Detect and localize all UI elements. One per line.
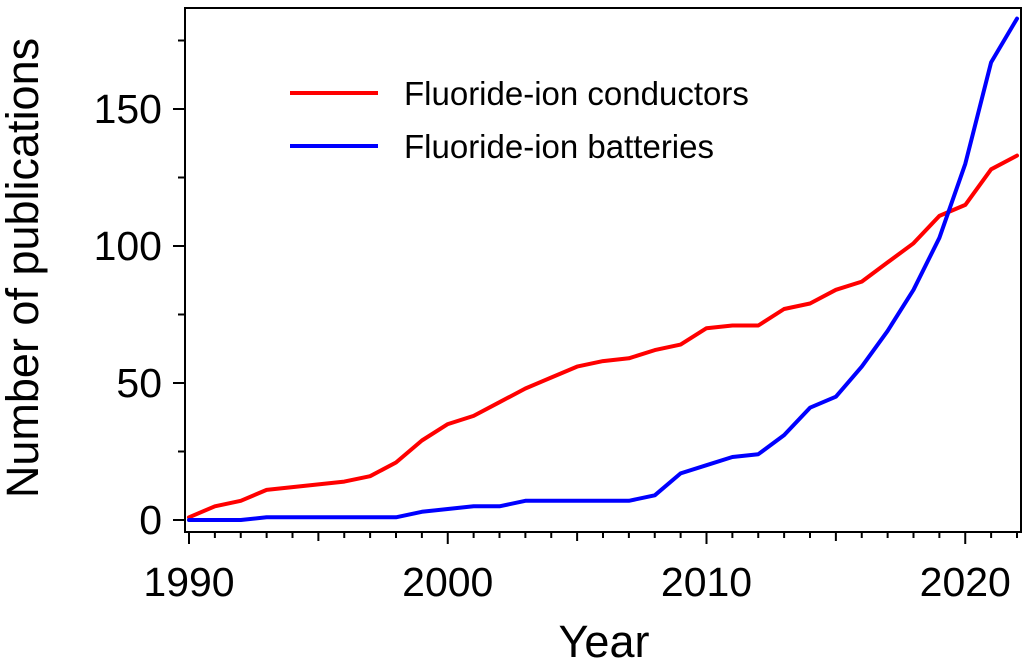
x-tick-label: 2000	[402, 559, 493, 605]
y-tick-label: 150	[94, 86, 162, 132]
y-tick-label: 0	[139, 497, 162, 543]
series-layer	[187, 16, 1019, 522]
legend-label: Fluoride-ion batteries	[404, 128, 714, 165]
x-tick-label: 2020	[920, 559, 1011, 605]
x-tick-label: 2010	[661, 559, 752, 605]
legend: Fluoride-ion conductors Fluoride-ion batt…	[290, 75, 749, 165]
axes: 1990 2000 2010 2020 0 50 100 150	[94, 7, 1022, 605]
x-axis-title: Year	[559, 616, 650, 664]
y-tick-label: 50	[116, 360, 162, 406]
series-line-batteries	[187, 16, 1019, 522]
legend-label: Fluoride-ion conductors	[404, 75, 749, 112]
x-tick-label: 1990	[143, 559, 234, 605]
y-tick-label: 100	[94, 223, 162, 269]
y-axis-title: Number of publications	[0, 38, 48, 498]
series-line-conductors	[187, 153, 1019, 520]
